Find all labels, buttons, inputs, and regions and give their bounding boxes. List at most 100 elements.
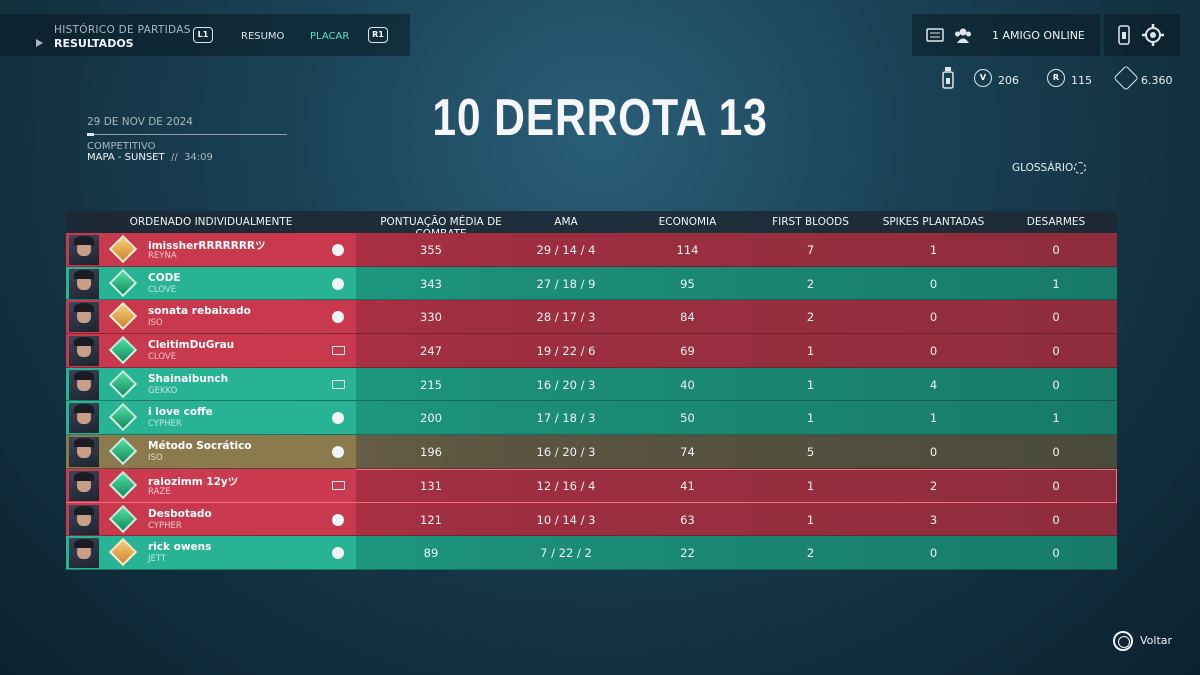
match-map-line: MAPA - SUNSET // 34:09 bbox=[87, 152, 287, 163]
back-button[interactable]: Voltar bbox=[1140, 634, 1173, 647]
r1-button[interactable]: R1 bbox=[368, 27, 388, 43]
player-name[interactable]: CleitimDuGrau bbox=[148, 339, 235, 352]
acs-value: 247 bbox=[420, 344, 442, 359]
economy-value: 41 bbox=[680, 478, 695, 493]
player-cell[interactable]: CODE CLOVE bbox=[66, 266, 356, 300]
agent-portrait bbox=[69, 369, 99, 400]
first-bloods-value: 5 bbox=[806, 445, 815, 460]
player-cell[interactable]: i love coffe CYPHER bbox=[66, 401, 356, 435]
table-row[interactable]: i love coffe CYPHER 200 17 / 18 / 3 50 1 1 1 bbox=[66, 401, 1117, 436]
glossary-icon[interactable] bbox=[1074, 162, 1086, 174]
header-economy[interactable]: ECONOMIA bbox=[658, 216, 717, 228]
date-divider bbox=[87, 133, 287, 136]
player-name[interactable]: imissherRRRRRRRツ bbox=[148, 240, 266, 252]
table-row[interactable]: sonata rebaixado ISO 330 28 / 17 / 3 84 2 0 0 bbox=[66, 300, 1117, 335]
first-bloods-value: 1 bbox=[806, 411, 815, 426]
acs-value: 355 bbox=[420, 243, 442, 257]
rank-icon bbox=[108, 302, 138, 331]
defuses-value: 0 bbox=[1052, 243, 1060, 257]
rank-icon bbox=[108, 538, 138, 567]
player-cell[interactable]: raiozimm 12yツ RAZE bbox=[66, 468, 356, 502]
spikes-planted-value: 3 bbox=[929, 512, 938, 527]
acs-value: 343 bbox=[420, 276, 442, 291]
defuses-value: 0 bbox=[1052, 478, 1060, 493]
player-name[interactable]: i love coffe bbox=[148, 406, 213, 419]
kda-value: 16 / 20 / 3 bbox=[536, 445, 596, 460]
agent-name: RAZE bbox=[148, 486, 171, 497]
first-bloods-value: 1 bbox=[806, 478, 815, 493]
player-name[interactable]: raiozimm 12yツ bbox=[148, 475, 239, 488]
acs-value: 131 bbox=[420, 478, 442, 493]
player-cell[interactable]: Método Socrático ISO bbox=[66, 435, 356, 468]
keyboard-icon[interactable] bbox=[926, 28, 944, 42]
tab-placar[interactable]: PLACAR bbox=[310, 31, 350, 42]
economy-value: 63 bbox=[680, 512, 695, 527]
player-cell[interactable]: imissherRRRRRRRツ REYNA bbox=[66, 233, 356, 266]
agent-name: REYNA bbox=[148, 251, 177, 261]
play-icon bbox=[36, 39, 43, 47]
player-cell[interactable]: Shainaibunch GEKKO bbox=[66, 367, 356, 401]
player-name[interactable]: Desbotado bbox=[148, 507, 212, 520]
rank-icon bbox=[108, 335, 138, 365]
friends-icon[interactable] bbox=[954, 26, 972, 44]
table-row[interactable]: imissherRRRRRRRツ REYNA 355 29 / 14 / 4 114 7 1… bbox=[66, 233, 1117, 267]
match-result-title: 10 DERROTA 13 bbox=[432, 89, 768, 147]
player-name[interactable]: sonata rebaixado bbox=[148, 305, 251, 318]
agent-name: CLOVE bbox=[148, 352, 177, 363]
map-separator: // bbox=[170, 152, 178, 163]
player-cell[interactable]: sonata rebaixado ISO bbox=[66, 300, 356, 334]
agent-name: CYPHER bbox=[148, 520, 182, 531]
table-row[interactable]: Desbotado CYPHER 121 10 / 14 / 3 63 1 3 0 bbox=[66, 502, 1117, 537]
pc-icon bbox=[332, 346, 345, 356]
defuses-value: 0 bbox=[1052, 310, 1060, 325]
playstation-icon bbox=[332, 513, 344, 526]
spikes-planted-value: 2 bbox=[929, 478, 938, 493]
header-first-bloods[interactable]: FIRST BLOODS bbox=[772, 216, 849, 228]
spikes-planted-value: 1 bbox=[929, 243, 938, 257]
table-row[interactable]: raiozimm 12yツ RAZE 131 12 / 16 / 4 41 1 2 0 bbox=[66, 468, 1117, 503]
economy-value: 69 bbox=[680, 344, 695, 359]
spikes-planted-value: 0 bbox=[929, 546, 938, 561]
header-defuses[interactable]: DESARMES bbox=[1026, 216, 1086, 228]
player-cell[interactable]: rick owens JETT bbox=[66, 536, 356, 569]
match-date: 29 DE NOV DE 2024 bbox=[87, 116, 193, 128]
header-sort[interactable]: ORDENADO INDIVIDUALMENTE bbox=[129, 216, 293, 228]
player-cell[interactable]: Desbotado CYPHER bbox=[66, 502, 356, 536]
gear-icon[interactable] bbox=[1142, 24, 1164, 46]
rank-icon bbox=[108, 470, 138, 499]
match-info: 29 DE NOV DE 2024 COMPETITIVO MAPA - SUN… bbox=[87, 116, 287, 163]
player-name[interactable]: Método Socrático bbox=[148, 440, 252, 453]
acs-value: 330 bbox=[420, 310, 442, 325]
rank-icon bbox=[108, 436, 138, 466]
history-subtitle[interactable]: RESULTADOS bbox=[54, 37, 134, 50]
table-row[interactable]: rick owens JETT 89 7 / 22 / 2 22 2 0 0 bbox=[66, 536, 1117, 570]
table-row[interactable]: CleitimDuGrau CLOVE 247 19 / 22 / 6 69 1 0 0 bbox=[66, 334, 1117, 368]
circle-button-icon[interactable] bbox=[1113, 631, 1133, 651]
radianite-icon: R bbox=[1047, 69, 1065, 87]
first-bloods-value: 2 bbox=[806, 276, 815, 291]
spikes-planted-value: 0 bbox=[929, 344, 938, 359]
table-body: imissherRRRRRRRツ REYNA 355 29 / 14 / 4 114 7 1… bbox=[66, 233, 1117, 570]
header-kda[interactable]: AMA bbox=[554, 216, 578, 228]
economy-value: 84 bbox=[680, 310, 695, 325]
kda-value: 19 / 22 / 6 bbox=[536, 344, 596, 359]
friends-online-text[interactable]: 1 AMIGO ONLINE bbox=[992, 29, 1085, 42]
kda-value: 10 / 14 / 3 bbox=[536, 512, 596, 527]
player-name[interactable]: CODE bbox=[148, 271, 181, 284]
agent-portrait bbox=[69, 268, 99, 299]
agent-name: ISO bbox=[148, 318, 163, 329]
table-row[interactable]: Shainaibunch GEKKO 215 16 / 20 / 3 40 1 4 0 bbox=[66, 367, 1117, 402]
match-mode: COMPETITIVO bbox=[87, 141, 156, 152]
defuses-value: 0 bbox=[1052, 445, 1060, 460]
l1-button[interactable]: L1 bbox=[193, 27, 213, 43]
player-name[interactable]: Shainaibunch bbox=[148, 372, 229, 385]
table-row[interactable]: CODE CLOVE 343 27 / 18 / 9 95 2 0 1 bbox=[66, 266, 1117, 301]
agent-portrait bbox=[69, 437, 99, 468]
table-row[interactable]: Método Socrático ISO 196 16 / 20 / 3 74 5 0 0 bbox=[66, 435, 1117, 469]
glossary-button[interactable]: GLOSSÁRIO bbox=[1012, 162, 1074, 174]
player-name[interactable]: rick owens bbox=[148, 541, 212, 554]
tab-resumo[interactable]: RESUMO bbox=[241, 31, 285, 42]
header-spikes-planted[interactable]: SPIKES PLANTADAS bbox=[882, 216, 985, 228]
player-cell[interactable]: CleitimDuGrau CLOVE bbox=[66, 334, 356, 367]
social-panel: 1 AMIGO ONLINE bbox=[912, 14, 1100, 56]
